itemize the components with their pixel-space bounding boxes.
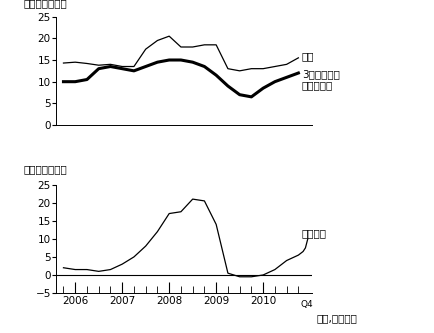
Text: （前年比、％）: （前年比、％）: [23, 164, 67, 174]
Text: （前年比、％）: （前年比、％）: [23, 0, 67, 8]
Text: 3四半期前の
経済成長率: 3四半期前の 経済成長率: [302, 69, 339, 90]
Text: （年,四半期）: （年,四半期）: [317, 313, 358, 323]
Text: 賃金: 賃金: [302, 52, 314, 62]
Text: Q4: Q4: [300, 300, 312, 309]
Text: 食料価格: 食料価格: [302, 228, 327, 238]
